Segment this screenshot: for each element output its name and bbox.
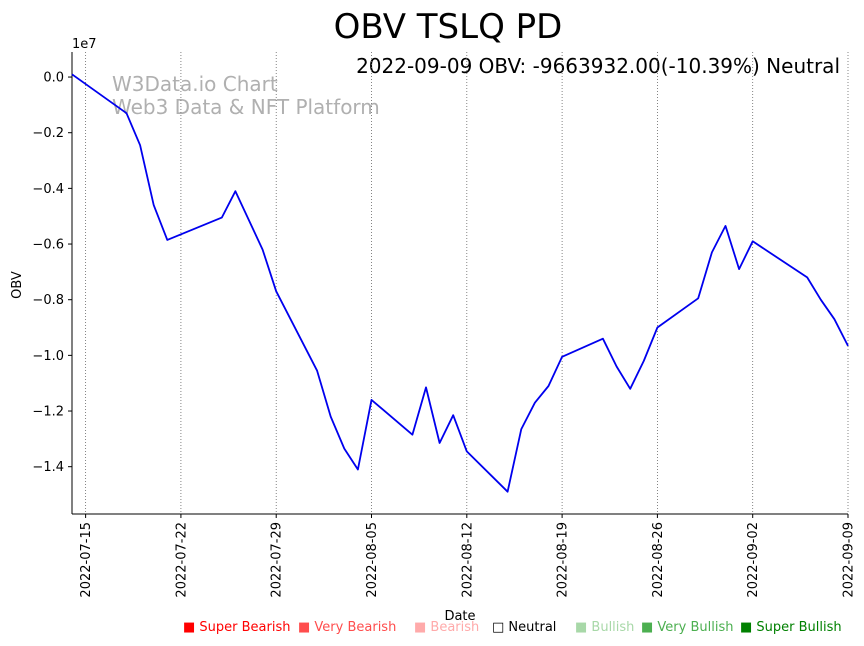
y-axis-label: OBV bbox=[10, 271, 25, 299]
x-tick-label: 2022-07-29 bbox=[270, 522, 285, 598]
legend-super-bullish: ■ Super Bullish bbox=[740, 620, 842, 635]
obv-annotation: 2022-09-09 OBV: -9663932.00(-10.39%) Neu… bbox=[356, 54, 840, 78]
y-tick-label: −0.4 bbox=[32, 182, 64, 197]
y-tick-label: −1.4 bbox=[32, 460, 64, 475]
obv-series-line bbox=[71, 73, 849, 493]
x-tick-label: 2022-08-19 bbox=[556, 522, 571, 598]
legend-very-bullish: ■ Very Bullish bbox=[641, 620, 734, 635]
series-layer bbox=[71, 73, 849, 493]
legend: ■ Super Bearish ■ Very Bearish ■ Bearish… bbox=[0, 620, 864, 640]
chart-title: OBV TSLQ PD bbox=[334, 7, 563, 47]
legend-bullish: ■ Bullish bbox=[575, 620, 635, 635]
y-tick-label: 0.0 bbox=[43, 71, 64, 86]
y-tick-label: −0.6 bbox=[32, 238, 64, 253]
watermark-line-2: Web3 Data & NFT Platform bbox=[112, 95, 380, 119]
y-tick-label: −0.8 bbox=[32, 293, 64, 308]
y-tick-label: −1.2 bbox=[32, 405, 64, 420]
x-tick-label: 2022-07-22 bbox=[174, 522, 189, 598]
axes-layer: 2022-07-15 2022-07-22 2022-07-29 2022-08-05… bbox=[32, 52, 857, 598]
legend-bearish: ■ Bearish bbox=[414, 620, 480, 635]
legend-neutral: □ Neutral bbox=[492, 620, 557, 635]
y-tick-label: −0.2 bbox=[32, 126, 64, 141]
legend-very-bearish: ■ Very Bearish bbox=[298, 620, 397, 635]
watermark-line-1: W3Data.io Chart bbox=[112, 72, 278, 96]
x-axis-label: Date bbox=[444, 609, 475, 624]
y-tick-label: −1.0 bbox=[32, 349, 64, 364]
x-tick-label: 2022-07-15 bbox=[79, 522, 94, 598]
legend-super-bearish: ■ Super Bearish bbox=[183, 620, 291, 635]
grid-layer bbox=[85, 52, 849, 514]
y-scale-label: 1e7 bbox=[72, 37, 97, 52]
x-tick-label: 2022-08-05 bbox=[365, 522, 380, 598]
x-tick-label: 2022-09-09 bbox=[842, 522, 857, 598]
x-tick-label: 2022-09-02 bbox=[746, 522, 761, 598]
x-tick-label: 2022-08-26 bbox=[651, 522, 666, 598]
x-tick-label: 2022-08-12 bbox=[460, 522, 475, 598]
